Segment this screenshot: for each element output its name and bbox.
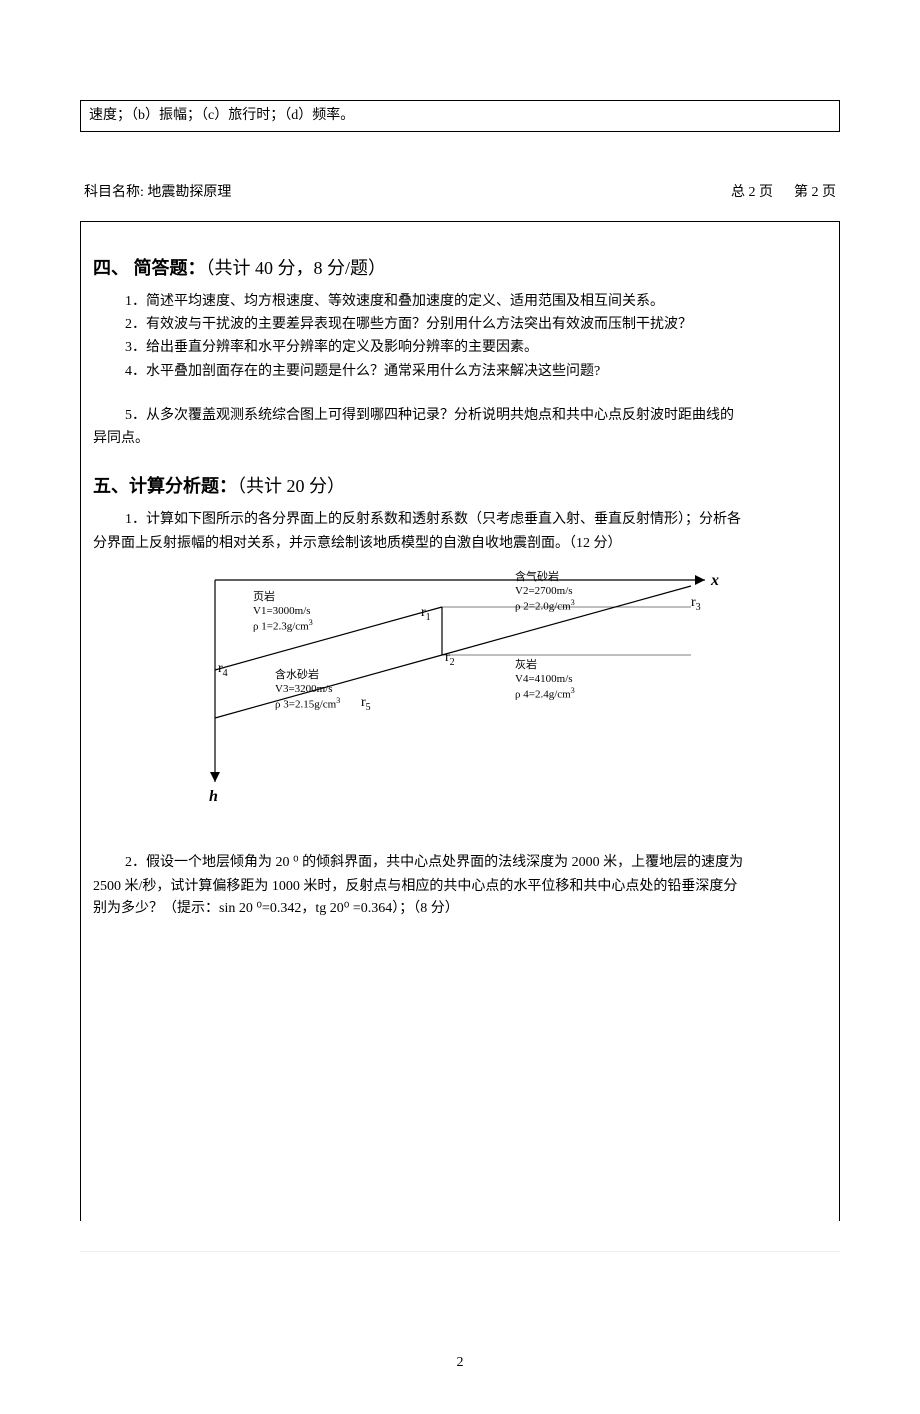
r5-label: r5 — [361, 692, 371, 716]
section-5-title: 五、计算分析题：（共计 20 分） — [93, 472, 827, 501]
layer2-name: 含气砂岩 — [515, 570, 575, 584]
r3-label: r3 — [691, 592, 701, 616]
layer1-block: 页岩 V1=3000m/s ρ 1=2.3g/cm3 — [253, 590, 313, 635]
layer1-v: V1=3000m/s — [253, 604, 313, 618]
layer3-block: 含水砂岩 V3=3200m/s ρ 3=2.15g/cm3 — [275, 668, 340, 713]
section-4-q5: 5．从多次覆盖观测系统综合图上可得到哪四种记录？分析说明共炮点和共中心点反射波时… — [93, 405, 827, 450]
q5-2-line1: 2．假设一个地层倾角为 20 ⁰ 的倾斜界面，共中心点处界面的法线深度为 200… — [93, 852, 827, 874]
q4-4: 4．水平叠加剖面存在的主要问题是什么？通常采用什么方法来解决这些问题? — [125, 361, 827, 383]
q5-2-line2: 2500 米/秒，试计算偏移距为 1000 米时，反射点与相应的共中心点的水平位… — [93, 876, 827, 898]
x-axis-label: x — [711, 568, 719, 594]
h-axis-label: h — [209, 784, 218, 810]
layer2-block: 含气砂岩 V2=2700m/s ρ 2=2.0g/cm3 — [515, 570, 575, 615]
section-4-prefix: 四、 简答题： — [93, 258, 206, 278]
page-info: 总 2 页 第 2 页 — [731, 182, 836, 204]
page-header: 科目名称: 地震勘探原理 总 2 页 第 2 页 — [80, 182, 840, 204]
layer1-name: 页岩 — [253, 590, 313, 604]
r2-label: r2 — [445, 647, 455, 671]
x-arrow-icon — [695, 575, 705, 585]
q4-5-line1: 5．从多次覆盖观测系统综合图上可得到哪四种记录？分析说明共炮点和共中心点反射波时… — [93, 405, 827, 427]
q5-2-line3: 别为多少？（提示：sin 20 ⁰=0.342，tg 20⁰ =0.364）；（… — [93, 898, 827, 920]
layer2-v: V2=2700m/s — [515, 584, 575, 598]
q4-5-line2: 异同点。 — [93, 428, 827, 450]
q5-1: 1．计算如下图所示的各分界面上的反射系数和透射系数（只考虑垂直入射、垂直反射情形… — [93, 509, 827, 556]
box-continued: 速度；（b）振幅；（c）旅行时；（d）频率。 — [80, 100, 840, 132]
layer3-name: 含水砂岩 — [275, 668, 340, 682]
layer1-rho: ρ 1=2.3g/cm3 — [253, 618, 313, 634]
layer4-v: V4=4100m/s — [515, 672, 575, 686]
q4-2: 2．有效波与干扰波的主要差异表现在哪些方面？分别用什么方法突出有效波而压制干扰波… — [125, 314, 827, 336]
layer4-block: 灰岩 V4=4100m/s ρ 4=2.4g/cm3 — [515, 658, 575, 703]
subject-name: 科目名称: 地震勘探原理 — [84, 182, 231, 204]
q4-1: 1．简述平均速度、均方根速度、等效速度和叠加速度的定义、适用范围及相互间关系。 — [125, 291, 827, 313]
layer4-rho: ρ 4=2.4g/cm3 — [515, 686, 575, 702]
section-5-suffix: （共计 20 分） — [237, 476, 345, 496]
section-4-suffix: （共计 40 分，8 分/题） — [206, 258, 387, 278]
interface-r1 — [215, 607, 442, 670]
q5-2: 2．假设一个地层倾角为 20 ⁰ 的倾斜界面，共中心点处界面的法线深度为 200… — [93, 852, 827, 921]
page-number: 2 — [80, 1352, 840, 1374]
layer3-rho: ρ 3=2.15g/cm3 — [275, 696, 340, 712]
section-4-list: 1．简述平均速度、均方根速度、等效速度和叠加速度的定义、适用范围及相互间关系。 … — [125, 291, 827, 384]
box-continued-text: 速度；（b）振幅；（c）旅行时；（d）频率。 — [89, 108, 354, 123]
r4-label: r4 — [218, 658, 228, 682]
q5-1-line2: 分界面上反射振幅的相对关系，并示意绘制该地质模型的自激自收地震剖面。（12 分） — [93, 533, 827, 555]
r1-label: r1 — [421, 602, 431, 626]
section-4-title: 四、 简答题：（共计 40 分，8 分/题） — [93, 254, 827, 283]
section-5-prefix: 五、计算分析题： — [93, 476, 237, 496]
layer4-name: 灰岩 — [515, 658, 575, 672]
q4-3: 3．给出垂直分辨率和水平分辨率的定义及影响分辨率的主要因素。 — [125, 337, 827, 359]
geology-diagram: x h r1 r2 r3 r4 r5 页岩 V1=3000m/s ρ 1=2.3… — [195, 572, 725, 802]
main-content-box: 四、 简答题：（共计 40 分，8 分/题） 1．简述平均速度、均方根速度、等效… — [80, 221, 840, 1221]
q5-1-line1: 1．计算如下图所示的各分界面上的反射系数和透射系数（只考虑垂直入射、垂直反射情形… — [93, 509, 827, 531]
layer2-rho: ρ 2=2.0g/cm3 — [515, 598, 575, 614]
h-arrow-icon — [210, 772, 220, 782]
bottom-divider — [80, 1251, 840, 1252]
layer3-v: V3=3200m/s — [275, 682, 340, 696]
